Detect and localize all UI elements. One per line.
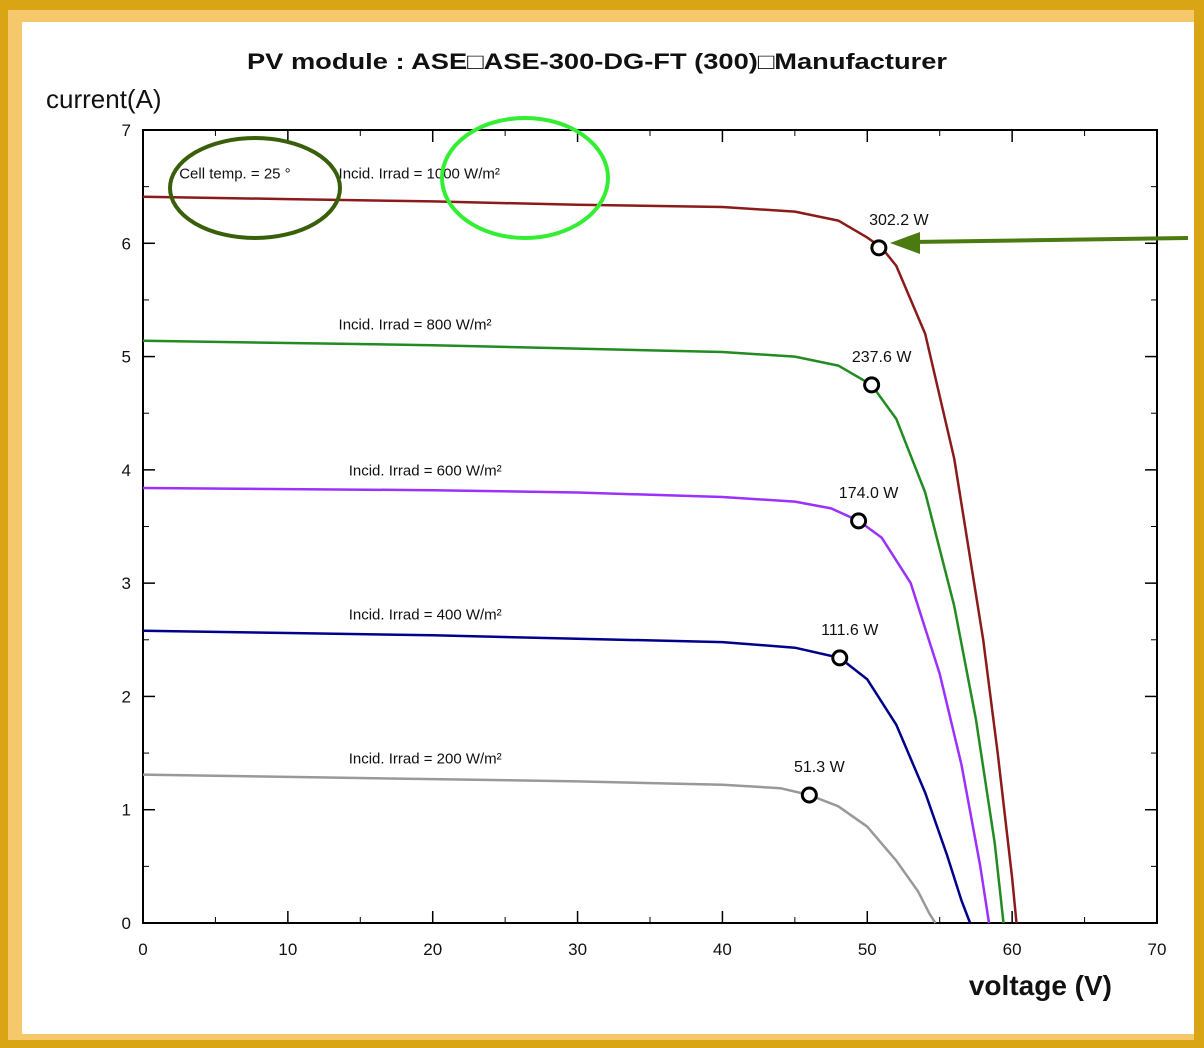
x-tick-label: 70 [1148, 940, 1167, 959]
y-tick-label: 3 [122, 574, 131, 593]
x-axis-label: voltage (V) [969, 970, 1112, 1001]
x-tick-label: 50 [858, 940, 877, 959]
x-tick-label: 60 [1003, 940, 1022, 959]
highlight-circle-temp [168, 136, 342, 240]
series-label-0: Incid. Irrad = 1000 W/m² [339, 166, 500, 183]
mpp-label-1: 237.6 W [852, 349, 912, 366]
series-label-1: Incid. Irrad = 800 W/m² [339, 316, 492, 333]
y-tick-label: 0 [122, 914, 131, 933]
series-label-4: Incid. Irrad = 200 W/m² [349, 750, 502, 767]
chart-title: PV module : ASE□ASE-300-DG-FT (300)□Manu… [247, 49, 948, 74]
series-line-0 [142, 195, 1018, 924]
mpp-label-3: 111.6 W [821, 622, 879, 639]
y-tick-label: 4 [122, 461, 131, 480]
series-label-2: Incid. Irrad = 600 W/m² [349, 463, 502, 480]
x-tick-label: 0 [138, 940, 147, 959]
series-line-2 [142, 486, 991, 924]
highlight-circle-irrad [440, 116, 610, 240]
x-tick-label: 40 [713, 940, 732, 959]
plot-frame [142, 129, 1158, 924]
series-line-1 [142, 339, 1005, 924]
x-tick-label: 20 [423, 940, 442, 959]
y-tick-label: 7 [122, 121, 131, 140]
mpp-marker-3 [831, 649, 849, 667]
mpp-marker-2 [850, 512, 868, 530]
y-tick-label: 6 [122, 234, 131, 253]
y-tick-label: 1 [122, 801, 131, 820]
mpp-label-4: 51.3 W [794, 759, 846, 776]
arrow-shaft [911, 236, 1189, 244]
y-tick-label: 5 [122, 348, 131, 367]
mpp-marker-4 [800, 786, 818, 804]
cell-temp-label: Cell temp. = 25 ° [179, 166, 290, 183]
x-tick-label: 30 [568, 940, 587, 959]
mpp-marker-1 [863, 376, 881, 394]
y-tick-label: 2 [122, 687, 131, 706]
mpp-label-0: 302.2 W [869, 212, 929, 229]
mpp-marker-0 [870, 239, 888, 257]
series-label-3: Incid. Irrad = 400 W/m² [349, 606, 502, 623]
mpp-label-2: 174.0 W [839, 485, 899, 502]
x-tick-label: 10 [278, 940, 297, 959]
arrow-head-icon [890, 232, 920, 254]
y-axis-label: current(A) [46, 84, 162, 114]
